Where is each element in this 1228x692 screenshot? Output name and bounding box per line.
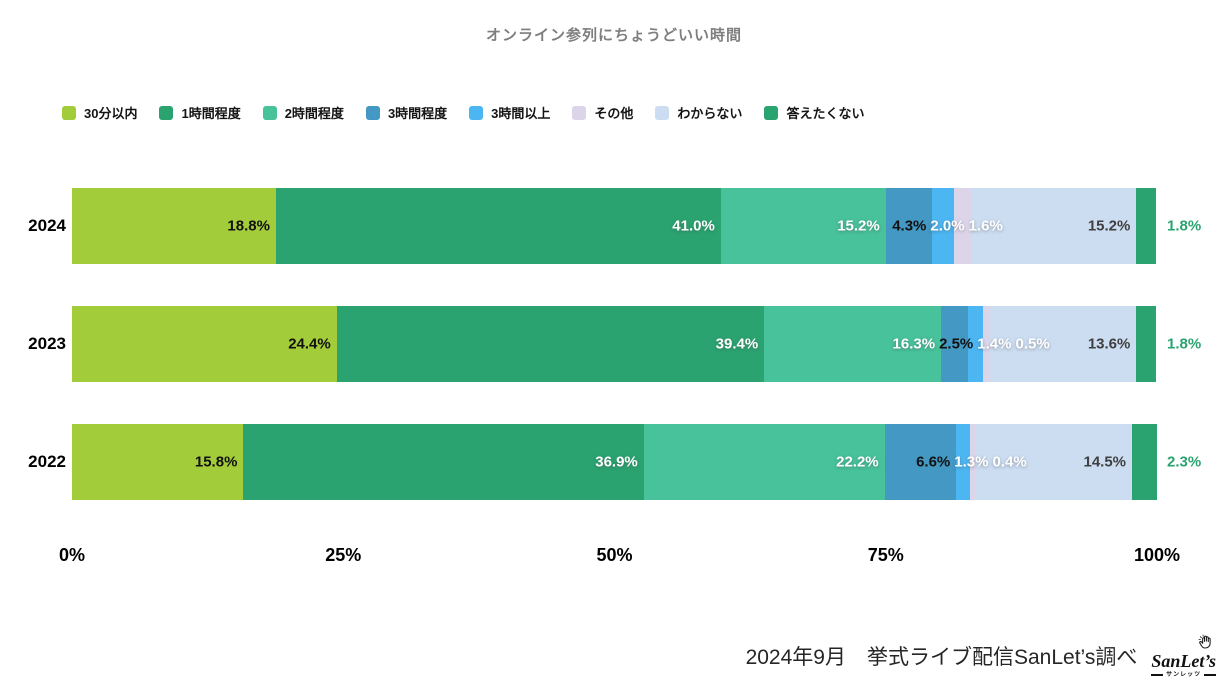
segment-value-label: 2.5% (939, 335, 974, 353)
segment-value-label: 24.4% (288, 335, 331, 353)
legend-item-0: 30分以内 (62, 103, 137, 122)
segment-value-label: 36.9% (595, 453, 638, 471)
row-label: 2023 (28, 334, 66, 353)
bar-segment-その他 (970, 424, 975, 500)
x-axis-tick: 0% (58, 545, 86, 565)
segment-value-label: 1.3% (954, 453, 989, 471)
segment-value-label: 4.3% (892, 217, 927, 235)
legend-item-3: 3時間程度 (365, 103, 448, 122)
segment-value-label: 2.3% (1167, 453, 1202, 471)
legend-swatch (262, 105, 277, 120)
bar-row-2022: 2022 15.8% 36.9% 22.2% 6.6% 1.3% 0.4% 14.5% 2.3% (28, 424, 1201, 500)
bar-row-2023: 2023 24.4% 39.4% 16.3% 2.5% 1.4% 0.5% 13.6% 1.8% (28, 306, 1201, 382)
bar-segment-3時間程度 (885, 188, 933, 264)
legend-item-2: 2時間程度 (262, 103, 344, 122)
legend-item-6: わからない (655, 103, 742, 122)
legend-item-1: 1時間程度 (159, 103, 241, 122)
segment-value-label: 1.6% (968, 217, 1003, 235)
legend-item-4: 3時間以上 (469, 103, 550, 122)
x-axis: 0% 25% 50% 75% 100% (59, 545, 1180, 569)
segment-value-label: 22.2% (836, 453, 879, 471)
chart-title: オンライン参列にちょうどいい時間 (485, 27, 742, 44)
bar-segment-わからない (988, 306, 1137, 382)
bar-segment-3時間以上 (956, 424, 971, 500)
legend-swatch (62, 105, 76, 120)
row-label: 2024 (28, 216, 66, 235)
segment-value-label: 1.8% (1167, 335, 1202, 353)
brand-rule-left (1151, 674, 1164, 676)
x-axis-tick: 100% (1133, 545, 1181, 565)
bar-segment-3時間以上 (968, 306, 984, 382)
bar-segment-答えたくない (1132, 424, 1157, 500)
sanlets-logo: SanLet’s サンレッツ (1151, 634, 1216, 678)
bar-segment-3時間以上 (932, 188, 955, 264)
bar-segment-わからない (974, 424, 1133, 500)
bar-segment-1時間程度 (275, 188, 721, 264)
segment-value-label: 15.2% (837, 217, 880, 235)
legend-swatch (365, 105, 380, 120)
legend: 30分以内 1時間程度 2時間程度 3時間程度 3時間以上 その他 わからない 答えたくない (62, 103, 864, 122)
chart: 2024 18.8% 41.0% 15.2% 4.3% 2.0% 1.6% 15.2% 1.8%… (28, 188, 1201, 542)
legend-swatch (572, 105, 587, 120)
bar-segment-その他 (983, 306, 989, 382)
source-caption: 2024年9月 挙式ライブ配信SanLet’s調べ (745, 646, 1138, 669)
legend-label: 3時間程度 (387, 106, 448, 121)
bar-segment-30分以内 (72, 424, 244, 500)
legend-swatch (764, 105, 779, 120)
legend-label: 答えたくない (786, 106, 865, 121)
hand-icon (1198, 634, 1214, 654)
segment-value-label: 0.4% (992, 453, 1027, 471)
bar-segment-1時間程度 (336, 306, 765, 382)
segment-value-label: 16.3% (892, 335, 936, 353)
segment-value-label: 15.8% (194, 453, 238, 471)
segment-value-label: 6.6% (916, 453, 951, 471)
bar-segment-30分以内 (72, 306, 337, 382)
legend-label: わからない (677, 106, 743, 121)
row-label: 2022 (28, 452, 66, 471)
segment-value-label: 1.4% (977, 335, 1012, 353)
bar-segment-答えたくない (1136, 188, 1156, 264)
legend-label: 2時間程度 (284, 106, 344, 121)
bar-segment-30分以内 (72, 188, 276, 264)
segment-value-label: 39.4% (715, 335, 759, 353)
brand-sub-label: サンレッツ (1166, 672, 1202, 678)
legend-swatch (655, 105, 670, 120)
bar-segment-その他 (954, 188, 972, 264)
legend-swatch (469, 105, 484, 120)
segment-value-label: 0.5% (1015, 335, 1050, 353)
legend-label: 30分以内 (84, 106, 138, 121)
footer: 2024年9月 挙式ライブ配信SanLet’s調べ SanLet’s サンレッツ (746, 634, 1216, 678)
segment-value-label: 2.0% (930, 217, 965, 235)
bar-segment-3時間程度 (941, 306, 969, 382)
legend-label: 1時間程度 (181, 106, 241, 121)
bar-segment-2時間程度 (720, 188, 886, 264)
bar-segment-わからない (971, 188, 1137, 264)
segment-value-label: 18.8% (227, 217, 270, 235)
bar-segment-1時間程度 (243, 424, 644, 500)
legend-item-5: その他 (572, 103, 633, 122)
x-axis-tick: 75% (867, 545, 904, 565)
legend-label: その他 (594, 106, 634, 121)
brand-sub-row: サンレッツ (1151, 672, 1216, 678)
segment-value-label: 13.6% (1087, 335, 1131, 353)
legend-swatch (159, 105, 174, 120)
bar-segment-2時間程度 (643, 424, 885, 500)
x-axis-tick: 25% (325, 545, 362, 565)
brand-name: SanLet’s (1151, 651, 1216, 671)
segment-value-label: 1.8% (1167, 217, 1202, 235)
segment-value-label: 41.0% (672, 217, 715, 235)
bar-row-2024: 2024 18.8% 41.0% 15.2% 4.3% 2.0% 1.6% 15.2% 1.8% (28, 188, 1201, 264)
bar-segment-2時間程度 (764, 306, 942, 382)
segment-value-label: 14.5% (1083, 453, 1127, 471)
bar-segment-答えたくない (1136, 306, 1156, 382)
legend-item-7: 答えたくない (764, 103, 864, 122)
bar-segment-3時間程度 (884, 424, 957, 500)
segment-value-label: 15.2% (1087, 217, 1131, 235)
x-axis-tick: 50% (596, 545, 633, 565)
brand-rule-right (1204, 674, 1216, 676)
legend-label: 3時間以上 (491, 106, 551, 121)
